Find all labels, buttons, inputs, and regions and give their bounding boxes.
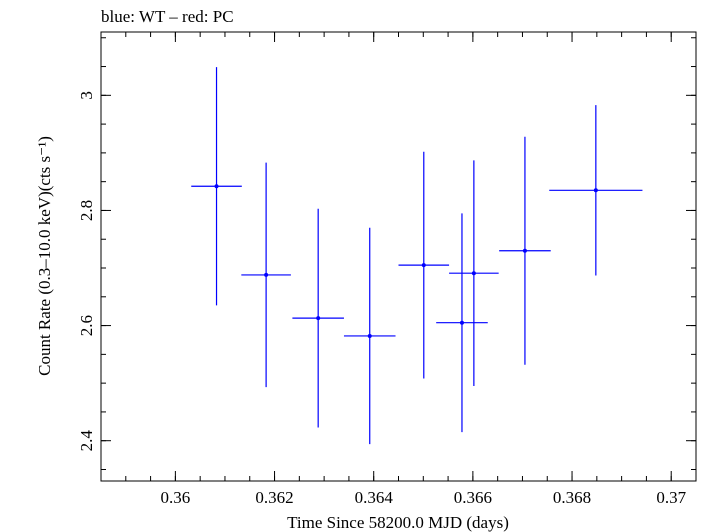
y-axis-label: Count Rate (0.3–10.0 keV)(cts s⁻¹) [35,136,54,376]
y-tick-label: 2.8 [77,200,96,221]
point-marker [316,316,321,321]
x-tick-label: 0.364 [355,488,394,507]
point-marker [421,263,426,268]
point-marker [471,271,476,276]
y-tick-label: 3 [77,91,96,100]
x-tick-label: 0.36 [161,488,191,507]
data-point [549,105,643,276]
data-point [449,160,499,387]
data-point [191,67,242,306]
chart-title: blue: WT – red: PC [101,7,234,26]
point-marker [214,184,219,189]
plot-frame [100,31,697,482]
data-point [343,227,396,445]
point-marker [367,333,372,338]
data-point [241,162,291,388]
point-marker [459,320,464,325]
y-axis: 2.4 2.6 2.8 3 [77,37,696,470]
point-marker [264,272,269,277]
data-point [436,213,488,433]
y-tick-label: 2.6 [77,315,96,336]
x-tick-label: 0.362 [255,488,293,507]
x-axis: 0.36 0.362 0.364 0.366 0.368 0.37 [100,32,697,507]
data-point [398,151,450,379]
x-axis-label: Time Since 58200.0 MJD (days) [287,513,509,532]
point-marker [593,188,598,193]
point-marker [522,248,527,253]
data-point [292,208,344,428]
x-tick-label: 0.37 [656,488,686,507]
data-series [191,67,643,445]
y-tick-label: 2.4 [77,430,96,452]
x-tick-label: 0.368 [553,488,591,507]
x-tick-label: 0.366 [454,488,492,507]
data-point [499,136,551,365]
